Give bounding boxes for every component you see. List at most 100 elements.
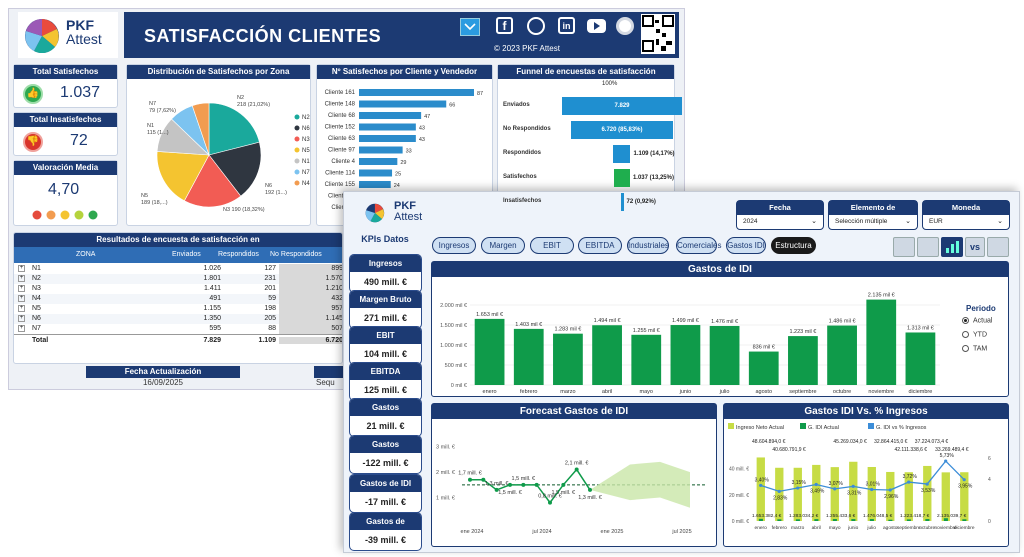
table-row[interactable]: + N4 491 59 432 — [14, 294, 342, 304]
client-bar[interactable] — [359, 123, 416, 131]
idi-bar[interactable] — [513, 328, 544, 385]
ingreso-bar[interactable] — [793, 467, 802, 521]
tab-margen[interactable]: Margen — [481, 237, 525, 254]
ingreso-bar[interactable] — [941, 472, 950, 521]
idi-bar[interactable] — [748, 351, 779, 385]
ingreso-bar[interactable] — [830, 467, 839, 521]
idi-small-bar[interactable] — [888, 519, 893, 521]
table-row[interactable]: + N6 1.350 205 1.145 — [14, 314, 342, 324]
pie-slice[interactable] — [183, 154, 242, 208]
client-bar[interactable] — [359, 169, 393, 177]
tab-industriales[interactable]: Industriales — [627, 237, 669, 254]
funnel-bar[interactable] — [562, 97, 682, 115]
client-bar[interactable] — [359, 112, 422, 119]
idi-bar[interactable] — [474, 318, 505, 385]
pie-slice[interactable] — [156, 151, 210, 202]
twitter-icon[interactable] — [527, 17, 545, 35]
funnel-bar[interactable] — [570, 121, 674, 139]
client-bar[interactable] — [359, 89, 474, 96]
periodo-radio-tam[interactable]: TAM — [962, 345, 987, 352]
pie-slice[interactable] — [208, 102, 260, 156]
ingreso-bar[interactable] — [886, 471, 895, 521]
idi-small-bar[interactable] — [906, 519, 911, 521]
expand-icon[interactable]: + — [18, 325, 25, 332]
idi-bar[interactable] — [866, 299, 897, 385]
pct-point[interactable] — [870, 487, 874, 492]
forecast-point[interactable] — [548, 500, 552, 505]
linkedin-icon[interactable]: in — [558, 17, 575, 34]
forecast-point[interactable] — [588, 487, 592, 492]
idi-bar[interactable] — [905, 332, 936, 385]
forecast-point[interactable] — [508, 482, 512, 487]
expand-icon[interactable]: + — [18, 295, 25, 302]
menu-toggle-button[interactable] — [460, 18, 480, 36]
pct-point[interactable] — [944, 459, 948, 463]
pct-point[interactable] — [833, 487, 837, 491]
ingreso-bar[interactable] — [775, 467, 784, 521]
idi-small-bar[interactable] — [869, 519, 874, 521]
idi-small-bar[interactable] — [943, 518, 948, 521]
client-bar[interactable] — [359, 100, 447, 108]
pct-point[interactable] — [759, 483, 763, 488]
filter-moneda[interactable]: Moneda EUR ⌄ — [922, 200, 1010, 230]
pie-slice[interactable] — [191, 102, 210, 156]
idi-small-bar[interactable] — [832, 519, 837, 521]
funnel-bar[interactable] — [620, 193, 624, 211]
idi-bar[interactable] — [631, 334, 662, 385]
tab-gastos-idi[interactable]: Gastos IDI — [726, 237, 766, 254]
ingreso-bar[interactable] — [756, 457, 765, 521]
th-zona[interactable]: ZONA — [76, 251, 96, 258]
funnel-bar[interactable] — [614, 169, 630, 187]
pie-slice[interactable] — [208, 141, 262, 197]
idi-bar[interactable] — [709, 325, 740, 385]
ingreso-bar[interactable] — [812, 464, 821, 521]
idi-bar[interactable] — [553, 333, 583, 385]
idi-small-bar[interactable] — [962, 519, 967, 521]
client-bar[interactable] — [359, 158, 398, 165]
table-row[interactable]: + N2 1.801 231 1.570 — [14, 274, 342, 284]
forecast-point[interactable] — [574, 467, 579, 472]
pct-point[interactable] — [796, 486, 800, 490]
web-globe-icon[interactable] — [616, 17, 634, 35]
th-no-respondidos[interactable]: No Respondidos — [270, 251, 322, 258]
ingreso-bar[interactable] — [904, 472, 913, 521]
pct-point[interactable] — [851, 484, 855, 488]
compare-vs-button[interactable]: vs — [965, 237, 985, 257]
idi-small-bar[interactable] — [795, 519, 800, 521]
table-row[interactable]: + N1 1.026 127 899 — [14, 264, 342, 274]
idi-bar[interactable] — [592, 325, 622, 385]
expand-icon[interactable]: + — [18, 285, 25, 292]
tab-comerciales[interactable]: Comerciales — [676, 237, 721, 254]
chart-view-icon[interactable] — [941, 237, 963, 257]
table-row[interactable]: + N7 595 88 507 — [14, 324, 342, 334]
idi-small-bar[interactable] — [814, 519, 819, 521]
tab-ebitda[interactable]: EBITDA — [578, 237, 622, 254]
filter-fecha[interactable]: Fecha 2024 ⌄ — [736, 200, 824, 230]
expand-icon[interactable]: + — [18, 265, 25, 272]
filter-elemento-organizacion[interactable]: Elemento de Organización Selección múlti… — [828, 200, 918, 230]
ingreso-bar[interactable] — [960, 472, 969, 521]
expand-icon[interactable]: + — [18, 315, 25, 322]
periodo-radio-ytd[interactable]: YTD — [962, 331, 987, 338]
idi-small-bar[interactable] — [925, 519, 930, 521]
periodo-radio-actual[interactable]: Actual — [962, 317, 992, 324]
forecast-point[interactable] — [534, 482, 539, 487]
idi-small-bar[interactable] — [777, 519, 782, 521]
ingreso-bar[interactable] — [923, 465, 932, 521]
hierarchy-view-icon[interactable] — [917, 237, 939, 257]
forecast-point[interactable] — [521, 482, 526, 487]
idi-bar[interactable] — [827, 325, 857, 385]
client-bar[interactable] — [359, 181, 391, 188]
th-enviados[interactable]: Enviados — [172, 251, 201, 258]
forecast-point[interactable] — [468, 477, 472, 482]
idi-small-bar[interactable] — [851, 519, 856, 521]
forecast-point[interactable] — [494, 487, 499, 492]
pct-point[interactable] — [907, 480, 911, 484]
trend-view-icon[interactable] — [987, 237, 1009, 257]
table-row[interactable]: + N5 1.155 198 957 — [14, 304, 342, 314]
idi-bar[interactable] — [788, 336, 818, 385]
pct-point[interactable] — [888, 488, 892, 492]
pct-point[interactable] — [814, 482, 818, 487]
expand-icon[interactable]: + — [18, 305, 25, 312]
youtube-icon[interactable] — [587, 19, 606, 33]
